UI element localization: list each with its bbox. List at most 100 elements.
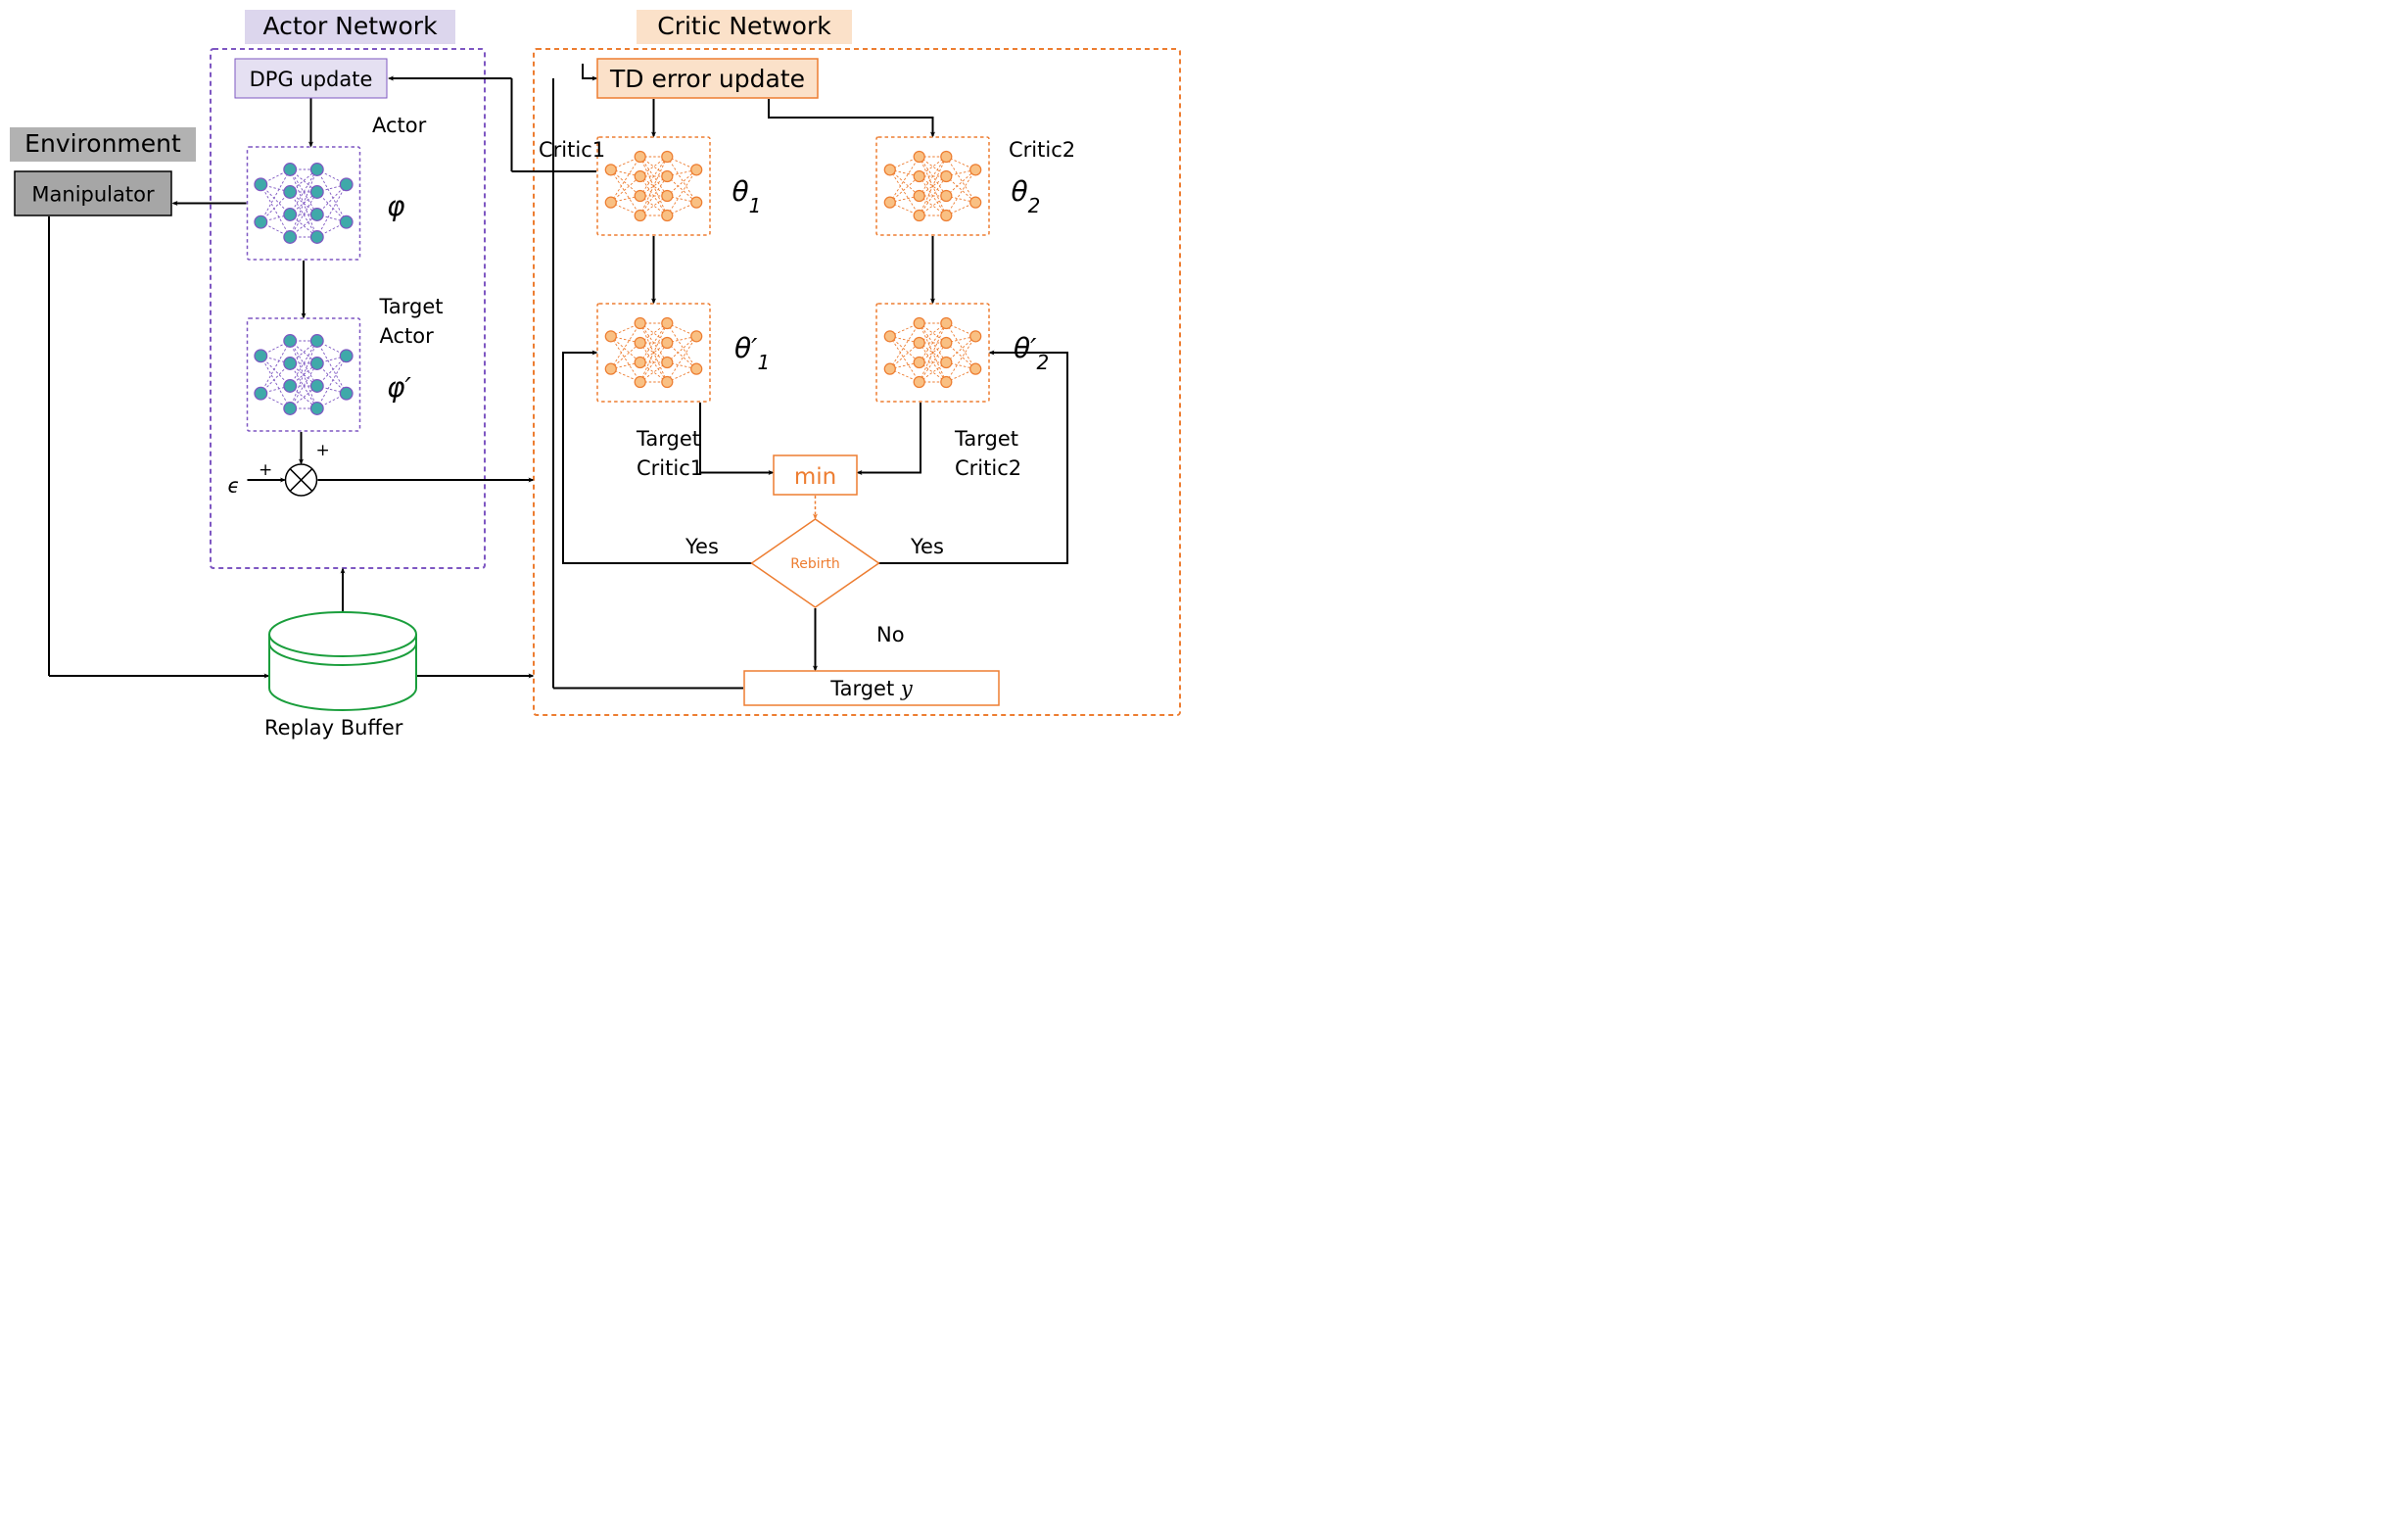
critic1-nn-node [635,191,645,202]
actor-nn-node [310,209,323,221]
critic2-nn-node [914,171,924,182]
no-label: No [876,623,905,646]
critic2-nn-node [941,191,952,202]
target-actor-nn-node [284,358,297,370]
target-critic1-nn-node [662,338,673,349]
target-critic1-nn-node [605,363,616,374]
arrow-tc1-to-min [700,403,773,473]
target-critic2-nn-node [914,358,924,368]
diagram-canvas: Actor NetworkCritic NetworkEnvironmentMa… [0,0,1204,764]
critic1-nn-node [635,152,645,163]
min-label: min [794,464,836,490]
critic1-nn-node [691,165,702,175]
critic2-nn-node [914,152,924,163]
target-actor-nn-node [284,335,297,348]
replay-label: Replay Buffer [264,716,403,740]
actor-nn-node [284,164,297,176]
tcritic1a-label: Target [636,427,700,451]
critic1-nn-node [635,211,645,221]
theta1-prime-symbol: θ′1 [734,332,770,374]
critic2-nn-node [884,165,895,175]
target-critic1-nn-node [691,331,702,342]
target-critic1-nn-node [635,318,645,329]
actor-nn-node [340,178,353,191]
target-actor-nn-node [340,387,353,400]
critic2-nn-node [884,197,895,208]
critic2-nn-node [914,211,924,221]
target-critic2-nn-node [914,338,924,349]
tcritic1b-label: Critic1 [637,456,703,480]
target-critic2-nn-node [970,363,981,374]
critic2-nn-node [914,191,924,202]
target-actor-nn-node [255,350,267,362]
critic2-label: Critic2 [1009,138,1075,162]
actor-nn-node [284,231,297,244]
arrow-tc2-to-min [858,403,921,473]
theta2-symbol: θ2 [1012,175,1041,217]
actor-nn-node [310,164,323,176]
target-critic1-nn-node [662,358,673,368]
target-actor-nn-node [284,403,297,415]
yes-l-label: Yes [685,535,719,558]
actor-nn-node [310,231,323,244]
target-critic2-nn-node [941,377,952,388]
critic2-nn-node [941,171,952,182]
critic2-nn-node [941,211,952,221]
theta1-symbol: θ1 [732,175,762,217]
critic1-label: Critic1 [539,138,605,162]
target-actor-nn-node [255,387,267,400]
target-actor-nn-node [310,335,323,348]
target-critic1-nn-node [635,377,645,388]
target-actor1-label: Target [379,295,444,318]
yes-r-label: Yes [910,535,944,558]
critic1-nn-node [605,165,616,175]
critic1-nn-node [691,197,702,208]
actor-nn-node [284,209,297,221]
target-critic1-nn-node [662,377,673,388]
target-critic2-nn-node [914,377,924,388]
environment-title: Environment [24,129,181,158]
target-actor2-label: Actor [380,324,435,348]
critic1-nn-node [662,191,673,202]
target-critic1-nn-node [635,338,645,349]
phi-prime-symbol: φ′ [387,371,411,404]
dpg-update-label: DPG update [250,68,373,91]
target-critic2-nn-node [941,358,952,368]
target-actor-nn-node [310,380,323,393]
critic2-nn-node [970,165,981,175]
target-actor-nn-node [310,358,323,370]
td-update-label: TD error update [609,65,805,93]
actor-label: Actor [372,114,427,137]
target-critic1-nn-node [691,363,702,374]
target-critic2-nn-node [884,331,895,342]
target-y-label: Target y [829,677,914,700]
target-critic2-nn-node [970,331,981,342]
critic-panel [534,49,1180,715]
actor-nn-node [255,178,267,191]
target-critic2-nn-node [884,363,895,374]
plus-top-label: + [316,441,330,460]
target-actor-nn-node [340,350,353,362]
critic1-nn-node [662,152,673,163]
critic2-nn-node [970,197,981,208]
target-actor-nn-node [310,403,323,415]
critic2-nn-node [941,152,952,163]
critic-network-title: Critic Network [657,12,831,40]
target-critic1-nn-node [635,358,645,368]
actor-nn-node [310,186,323,199]
manipulator-label: Manipulator [31,183,155,207]
theta2-prime-symbol: θ′2 [1014,332,1049,374]
target-critic2-nn-node [941,318,952,329]
target-critic2-nn-node [914,318,924,329]
tcritic2b-label: Critic2 [955,456,1021,480]
critic1-nn-node [662,211,673,221]
arrow-td-fork-down [583,64,596,78]
plus-eps-label: + [259,460,272,480]
phi-symbol: φ [387,190,405,222]
target-critic2-nn-node [941,338,952,349]
tcritic2a-label: Target [954,427,1018,451]
critic1-nn-node [635,171,645,182]
target-critic1-nn-node [662,318,673,329]
target-actor-nn-node [284,380,297,393]
critic1-nn-node [605,197,616,208]
